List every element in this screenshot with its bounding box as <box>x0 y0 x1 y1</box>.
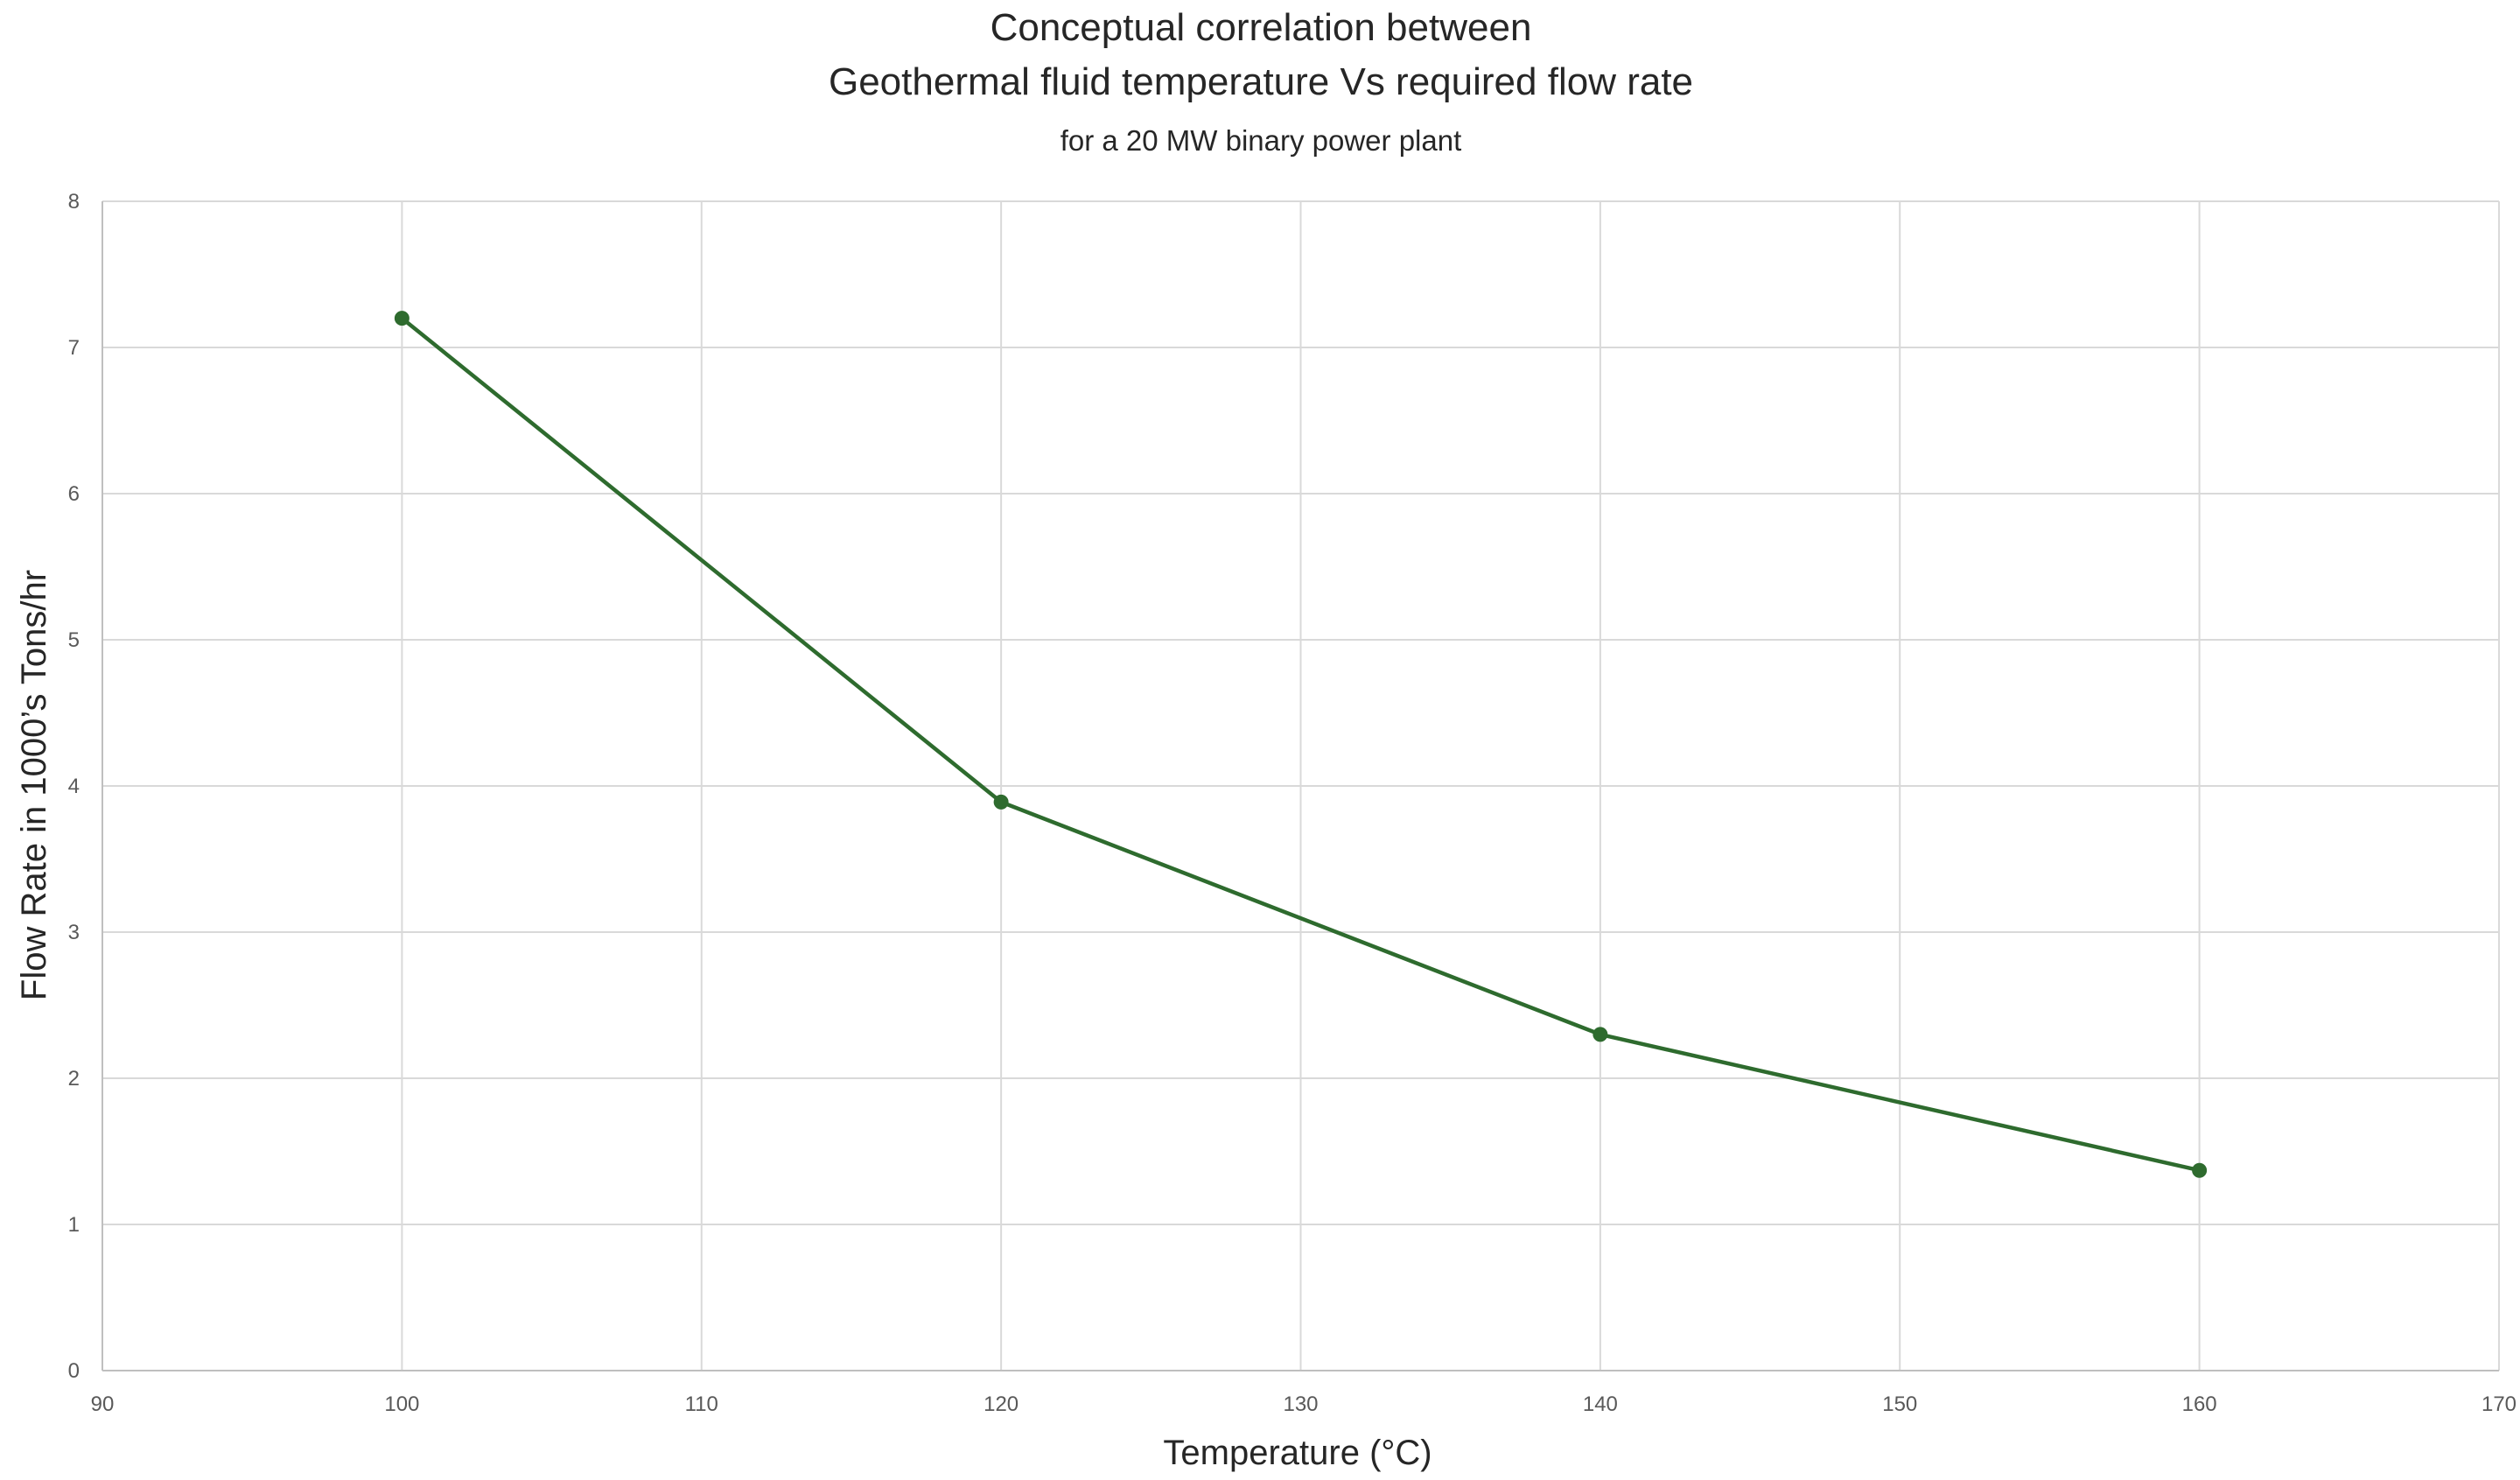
tick-label-layer: 90 100 110 120 130 140 150 160 170 0 1 2 3 4 5 6 7 8 <box>68 190 2516 1416</box>
y-tick-label-8: 8 <box>68 190 80 214</box>
y-tick-label-6: 6 <box>68 482 80 506</box>
data-point-120 <box>993 794 1009 810</box>
x-axis-title: Temperature (°C) <box>1163 1434 1432 1472</box>
axis-layer <box>102 201 2499 1371</box>
chart-subtitle: for a 20 MW binary power plant <box>1060 124 1462 157</box>
x-tick-label-160: 160 <box>2182 1392 2217 1416</box>
y-axis-title: Flow Rate in 1000’s Tons/hr <box>15 570 53 1000</box>
y-tick-label-5: 5 <box>68 628 80 652</box>
series-layer <box>394 311 2208 1178</box>
grid-layer <box>102 200 2500 1371</box>
x-tick-label-100: 100 <box>384 1392 419 1416</box>
data-point-100 <box>394 311 410 326</box>
x-tick-label-90: 90 <box>91 1392 115 1416</box>
data-point-160 <box>2192 1162 2208 1178</box>
x-tick-label-170: 170 <box>2482 1392 2516 1416</box>
x-tick-label-140: 140 <box>1583 1392 1618 1416</box>
y-tick-label-2: 2 <box>68 1067 80 1091</box>
chart-title-line-2: Geothermal fluid temperature Vs required… <box>829 60 1693 103</box>
x-tick-label-130: 130 <box>1283 1392 1318 1416</box>
y-tick-label-7: 7 <box>68 336 80 360</box>
x-tick-label-110: 110 <box>685 1392 718 1416</box>
y-tick-label-4: 4 <box>68 775 80 798</box>
x-tick-label-150: 150 <box>1882 1392 1917 1416</box>
data-point-140 <box>1592 1027 1608 1042</box>
y-tick-label-1: 1 <box>68 1213 80 1237</box>
y-tick-label-0: 0 <box>68 1359 80 1383</box>
y-tick-label-3: 3 <box>68 921 80 944</box>
x-tick-label-120: 120 <box>984 1392 1018 1416</box>
chart-title-line-1: Conceptual correlation between <box>990 6 1532 49</box>
series-line-0 <box>400 316 2202 1173</box>
